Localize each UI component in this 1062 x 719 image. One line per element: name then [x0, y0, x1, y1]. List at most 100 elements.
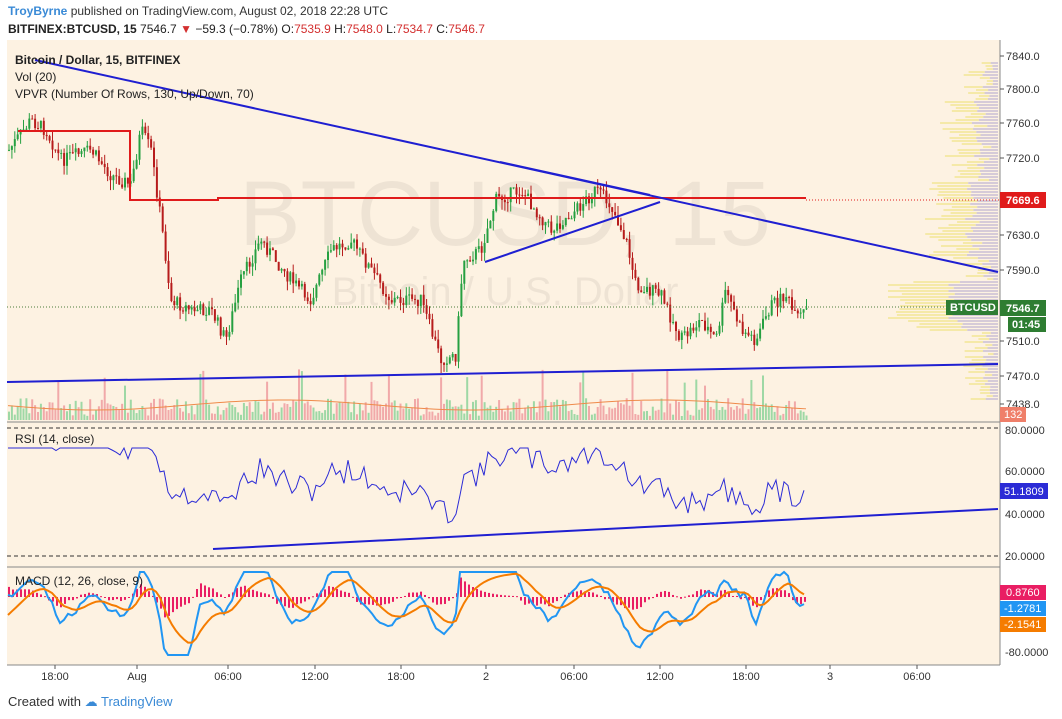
candle-body [86, 145, 89, 148]
vpvr-row-up [964, 356, 984, 358]
vpvr-row-down [985, 362, 998, 364]
vpvr-row-down [972, 215, 998, 217]
volume-bar [193, 414, 196, 420]
vpvr-row-down [984, 92, 998, 94]
macd-hist-bar [684, 596, 686, 598]
volume-bar [393, 400, 396, 420]
candle-body [190, 307, 193, 310]
candle-body [628, 239, 631, 258]
volume-bar [63, 405, 66, 420]
candle-body [408, 294, 411, 296]
countdown-label: 01:45 [1012, 319, 1040, 331]
macd-hist-bar [636, 597, 638, 609]
macd-hist-bar [608, 597, 610, 599]
time-axis[interactable]: 18:00 Aug 06:00 12:00 18:00 2 06:00 12:00 18:00 3… [41, 665, 931, 683]
macd-hist-bar [800, 597, 802, 604]
vpvr-row-up [966, 161, 985, 163]
volume-bar [425, 407, 428, 420]
volume-bar [617, 401, 619, 420]
macd-hist-bar [372, 597, 374, 605]
price-axis-tick-label: 7760.0 [1006, 118, 1040, 130]
volume-badge [1000, 407, 1026, 422]
volume-bar [498, 400, 501, 420]
candle-body [640, 290, 643, 293]
macd-hist-bar [344, 591, 346, 597]
volume-bar [602, 405, 605, 420]
vpvr-row-down [988, 89, 998, 91]
candle-body [260, 241, 263, 244]
volume-bar [121, 403, 124, 420]
volume-bar [158, 398, 161, 420]
macd-hist-bar [32, 590, 34, 597]
rsi-axis-tick-label: 20.0000 [1005, 551, 1045, 563]
candle-body [338, 243, 341, 250]
vpvr-row-down [976, 212, 998, 214]
wedge-upper-trendline[interactable] [499, 161, 651, 196]
resistance-price-label: 7669.6 [1006, 195, 1040, 207]
vpvr-row-down [976, 131, 998, 133]
candle-body [779, 293, 782, 307]
vpvr-row-up [951, 164, 978, 166]
vpvr-row-down [962, 323, 998, 325]
macd-hist-bar [500, 594, 502, 597]
time-axis-tick-label: 18:00 [732, 671, 760, 683]
vpvr-row-up [971, 335, 987, 337]
volume-bar [112, 406, 115, 420]
tradingview-link[interactable]: TradingView [101, 694, 173, 709]
vpvr-row-up [980, 392, 990, 394]
volume-bar [187, 413, 190, 420]
volume-bar [399, 403, 402, 420]
candle-body [124, 177, 126, 188]
volume-bar [86, 415, 89, 420]
volume-bar [509, 411, 512, 420]
vpvr-row-down [979, 170, 998, 172]
macd-hist-bar [584, 591, 586, 597]
candle-body [283, 269, 286, 272]
macd-hist-bar [596, 594, 598, 597]
vpvr-row-down [983, 275, 998, 277]
macd-hist-bar [312, 596, 314, 598]
macd-hist-bar [64, 597, 66, 604]
vpvr-row-down [986, 359, 998, 361]
volume-bar [791, 407, 793, 420]
candle-body [553, 230, 556, 233]
vpvr-row-down [976, 137, 998, 139]
price-axis[interactable]: 7840.0 7800.0 7760.0 7720.0 7630.0 7590.0 7510… [1000, 51, 1040, 411]
rsi-axis[interactable]: 80.0000 60.0000 40.0000 20.0000 [1005, 425, 1045, 563]
vpvr-row-down [976, 104, 998, 106]
volume-bar [701, 408, 704, 420]
volume-bar [625, 398, 628, 420]
volume-bar [396, 410, 399, 420]
volume-bar [13, 414, 16, 420]
vpvr-row-down [971, 122, 998, 124]
macd-hist-bar [36, 592, 38, 597]
rsi-trendline[interactable] [212, 508, 999, 550]
candle-body [680, 332, 683, 340]
ascending-support-trendline[interactable] [6, 363, 999, 383]
volume-bar [234, 407, 237, 420]
candle-body [358, 248, 361, 250]
volume-bar [762, 375, 764, 420]
volume-bar [506, 405, 509, 420]
volume-bar [222, 410, 225, 420]
vpvr-row-up [977, 272, 989, 274]
volume-bar [298, 369, 300, 420]
author-link[interactable]: TroyByrne [8, 4, 68, 18]
vpvr-row-up [975, 98, 988, 100]
volume-bar [648, 415, 651, 420]
candle-body [466, 260, 469, 262]
volume-bar [419, 415, 422, 420]
macd-hist-bar [284, 597, 286, 607]
macd-hist-bar [532, 597, 534, 606]
high-label: H: [334, 22, 347, 36]
macd-hist-bar [760, 597, 762, 601]
wedge-lower-trendline[interactable] [484, 201, 661, 263]
vpvr-row-up [967, 167, 985, 169]
macd-hist-bar [380, 597, 382, 606]
candle-body [738, 321, 741, 323]
resistance-step-line[interactable] [18, 130, 806, 201]
candle-body [347, 248, 350, 250]
macd-hist-bar [108, 597, 110, 601]
volume-bar [489, 405, 492, 420]
